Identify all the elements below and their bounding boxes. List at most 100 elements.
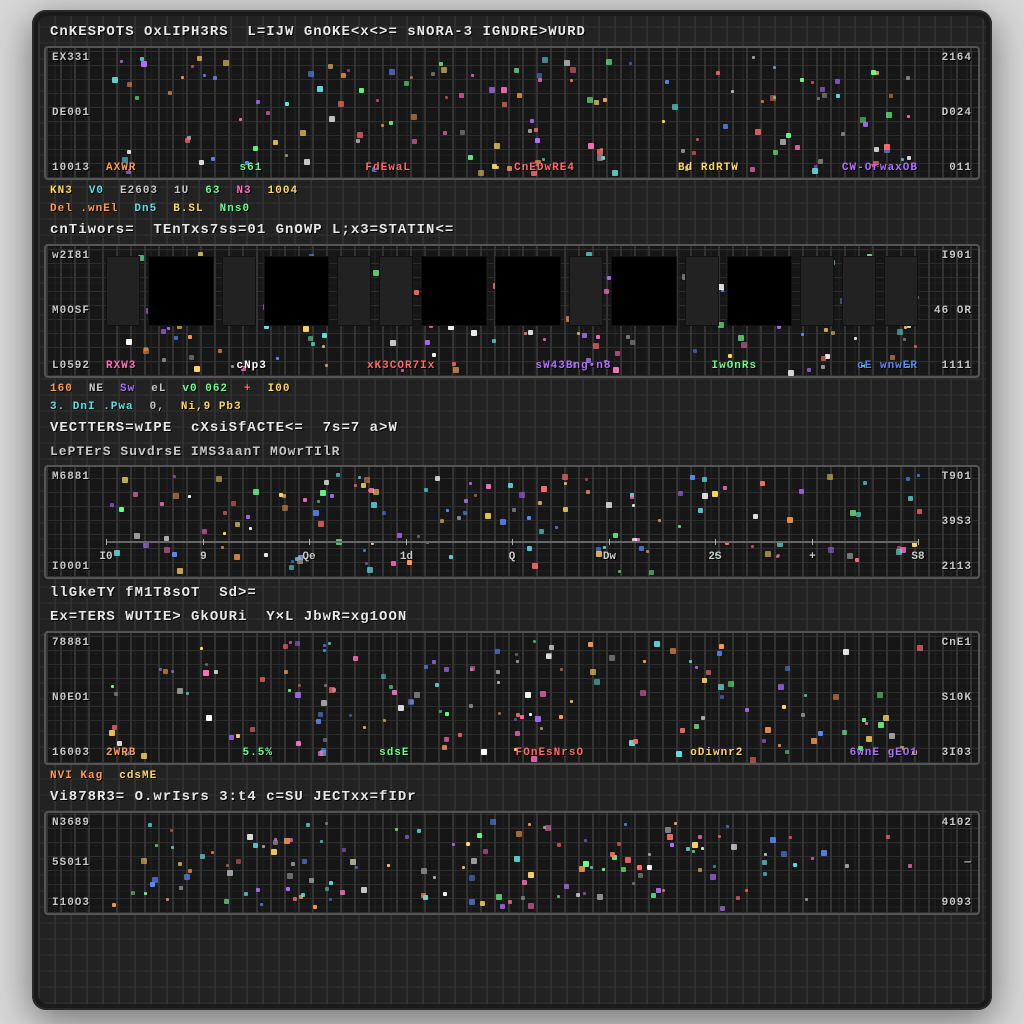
data-point <box>500 904 505 909</box>
footer-token: eL <box>151 383 166 395</box>
data-point <box>439 710 442 713</box>
bar <box>421 256 487 326</box>
data-point <box>287 873 293 879</box>
data-point <box>262 845 265 848</box>
data-point <box>341 73 346 78</box>
data-point <box>609 655 615 661</box>
bar <box>685 256 719 326</box>
data-point <box>161 329 166 334</box>
data-point <box>443 892 447 896</box>
data-point <box>897 329 903 335</box>
data-point <box>260 903 263 906</box>
data-point <box>576 893 580 897</box>
data-point <box>630 340 635 345</box>
data-point <box>515 731 520 736</box>
data-point <box>801 333 804 336</box>
data-point <box>328 64 333 69</box>
data-point <box>538 78 542 82</box>
scale-value: N3689 <box>52 817 106 829</box>
data-point <box>127 150 131 154</box>
right-scale: 2164D024011 <box>918 52 972 174</box>
track-panel[interactable]: 78881N0EO116003CnE1S10K3I032WRB5.5%sdsEF… <box>44 631 980 765</box>
data-point <box>782 705 786 709</box>
ruler-tick <box>106 539 107 545</box>
data-point <box>906 76 910 80</box>
data-point <box>590 866 593 869</box>
bar <box>842 256 876 326</box>
data-point <box>590 669 596 675</box>
data-point <box>726 825 729 828</box>
data-point <box>534 128 538 132</box>
scale-value: M6881 <box>52 471 106 483</box>
data-point <box>302 859 307 864</box>
data-point <box>665 827 671 833</box>
data-point <box>256 100 260 104</box>
data-point <box>120 60 123 63</box>
lane-label: s61 <box>240 162 263 174</box>
data-point <box>381 674 386 679</box>
data-point <box>432 353 436 357</box>
data-point <box>356 139 360 143</box>
data-point <box>441 67 447 73</box>
ruler-tick <box>406 539 407 545</box>
data-point <box>596 335 600 339</box>
lane-label: xK3COR7Ix <box>367 360 435 372</box>
track-area[interactable] <box>106 54 918 172</box>
data-point <box>167 327 170 330</box>
data-point <box>381 124 384 127</box>
left-scale: EX331DE00110013 <box>52 52 106 174</box>
track-area[interactable] <box>106 819 918 907</box>
data-point <box>515 653 518 656</box>
ruler-tick <box>918 539 919 545</box>
data-point <box>615 351 620 356</box>
data-point <box>781 851 787 857</box>
data-point <box>424 665 428 669</box>
data-point <box>821 850 827 856</box>
track-area[interactable] <box>106 639 918 757</box>
data-point <box>359 88 364 93</box>
data-point <box>804 694 807 697</box>
lane-label: FOnEsNrsO <box>516 747 584 759</box>
data-point <box>741 342 747 348</box>
data-point <box>889 733 895 739</box>
data-point <box>831 331 835 335</box>
data-point <box>308 336 313 341</box>
data-point <box>211 851 214 854</box>
data-point <box>632 882 635 885</box>
bar <box>222 256 256 326</box>
footer-token: 63 <box>205 185 220 197</box>
data-point <box>322 333 327 338</box>
data-point <box>524 332 527 335</box>
data-point <box>363 726 366 729</box>
data-point <box>718 835 721 838</box>
data-point <box>411 114 417 120</box>
data-point <box>770 837 776 843</box>
track-panel[interactable]: w2I81M0OSFL0592I90146 OR1111RXW3cNp3xK3C… <box>44 244 980 378</box>
data-point <box>435 683 439 687</box>
bar <box>800 256 834 326</box>
lane-label: sW43Bng•n8 <box>535 360 611 372</box>
data-point <box>765 727 771 733</box>
data-point <box>629 62 632 65</box>
data-point <box>521 896 525 900</box>
scale-value: 10013 <box>52 162 106 174</box>
data-point <box>863 122 868 127</box>
data-point <box>786 133 791 138</box>
data-point <box>497 681 500 684</box>
data-point <box>340 890 345 895</box>
track-panel[interactable]: EX331DE001100132164D024011AXWRs61FdEwaLC… <box>44 46 980 180</box>
data-point <box>431 72 435 76</box>
track-panel[interactable]: M6881I0001T90139S32113I09Qe1dQDw2S+S8 <box>44 465 980 579</box>
data-point <box>643 660 646 663</box>
right-scale: CnE1S10K3I03 <box>918 637 972 759</box>
data-point <box>546 654 551 659</box>
data-point <box>140 57 144 61</box>
track-panel[interactable]: N36895S011I10O34102—9093 <box>44 811 980 915</box>
data-point <box>236 734 240 738</box>
data-point <box>528 872 534 878</box>
data-point <box>755 129 761 135</box>
data-point <box>584 839 587 842</box>
data-point <box>229 735 234 740</box>
data-point <box>141 858 147 864</box>
data-point <box>842 730 847 735</box>
